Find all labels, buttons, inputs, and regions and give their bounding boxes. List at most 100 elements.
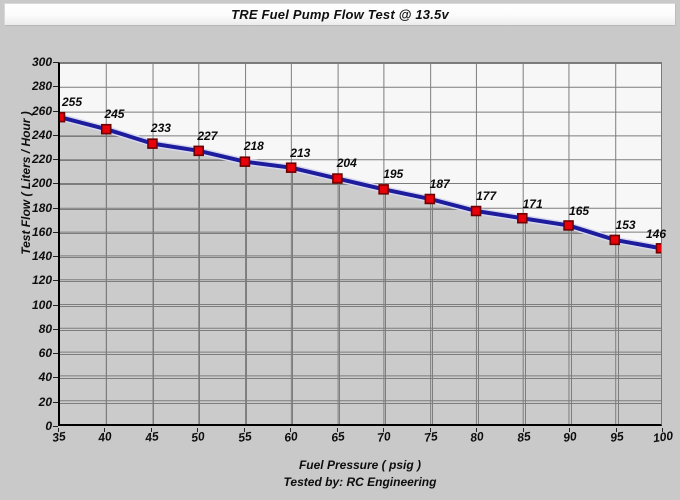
gridline-horizontal (60, 233, 661, 234)
y-axis-tick-label: 160 (31, 224, 52, 239)
y-axis-tick-mark (53, 280, 58, 281)
x-axis-tick-label: 90 (562, 429, 578, 445)
x-axis-tick-label: 45 (144, 429, 160, 445)
y-axis-tick-label: 260 (31, 103, 52, 118)
y-axis-tick-mark (53, 305, 58, 306)
data-point-marker[interactable] (517, 212, 528, 224)
y-axis-tick-mark (53, 353, 58, 354)
x-axis-tick-label: 60 (283, 429, 299, 445)
data-point-marker[interactable] (563, 220, 574, 231)
y-axis-tick-label: 120 (31, 273, 52, 288)
data-point-marker[interactable] (285, 162, 297, 173)
x-axis-tick-label: 35 (51, 429, 67, 445)
y-axis-tick-label: 280 (31, 79, 52, 94)
y-axis-tick-mark (53, 159, 58, 160)
data-point-marker[interactable] (147, 138, 158, 149)
y-axis-tick-mark (53, 62, 58, 63)
y-axis-tick-mark (53, 329, 58, 330)
y-axis-tick-mark (53, 86, 58, 87)
y-axis-tick-label: 180 (31, 200, 52, 215)
gridline-horizontal (60, 330, 661, 331)
gridlines-overlay (60, 63, 661, 424)
y-axis-tick-mark (53, 426, 58, 427)
y-axis-tick-mark (53, 402, 58, 403)
series-line (60, 115, 661, 251)
x-axis-tick-mark (104, 428, 105, 432)
gridline-horizontal (60, 403, 661, 404)
y-axis-tick-mark (53, 377, 58, 378)
gridline-vertical (199, 63, 200, 424)
chart-title-bar: TRE Fuel Pump Flow Test @ 13.5v (4, 3, 676, 26)
gridline-horizontal (60, 306, 661, 307)
gridline-horizontal (60, 281, 661, 282)
x-axis-tick-mark (244, 428, 245, 432)
page-title: TRE Fuel Pump Flow Test @ 13.5v (231, 7, 449, 22)
x-axis-tick-mark (290, 428, 291, 432)
gridline-vertical (432, 63, 433, 424)
y-axis-tick-mark (53, 135, 58, 136)
y-axis-tick-mark (53, 208, 58, 209)
x-axis-tick-label: 85 (515, 429, 532, 445)
y-axis-tick-label: 0 (45, 419, 52, 433)
x-axis-tick-label: 70 (376, 429, 392, 445)
x-axis-tick-label: 100 (652, 428, 674, 446)
x-axis-tick-mark (569, 428, 570, 432)
y-axis-tick-mark (53, 232, 58, 233)
x-axis-tick-label: 75 (423, 429, 439, 445)
y-axis-tick-label: 200 (31, 176, 52, 191)
data-point-marker[interactable] (100, 123, 112, 135)
data-point-marker[interactable] (193, 145, 204, 157)
gridline-vertical (339, 63, 340, 424)
x-axis-tick-mark (383, 428, 384, 432)
data-series-line (60, 63, 661, 424)
x-axis-tick-label: 55 (237, 429, 253, 445)
data-point-marker[interactable] (239, 156, 251, 167)
y-axis-tick-marks (0, 62, 58, 427)
data-point-marker[interactable] (609, 234, 621, 246)
x-axis-tick-mark (430, 428, 431, 432)
x-axis-tick-mark (337, 428, 338, 432)
gridline-vertical (571, 63, 572, 424)
gridline-vertical (525, 63, 526, 424)
y-axis-tick-label: 40 (38, 370, 52, 385)
y-axis-tick-label: 300 (31, 55, 52, 69)
x-axis-tick-mark (662, 428, 663, 432)
x-axis-tick-label: 50 (190, 429, 206, 445)
gridline-horizontal (60, 257, 661, 258)
gridline-vertical (385, 63, 386, 424)
gridline-vertical (246, 63, 247, 424)
x-axis-tick-label: 40 (97, 429, 114, 445)
x-axis-tick-label: 80 (469, 429, 485, 445)
y-axis-tick-mark (53, 111, 58, 112)
x-axis-tick-mark (476, 428, 477, 432)
x-axis-tick-labels: 35 40 45 50 55 60 65 70 75 80 85 90 95 100 (0, 428, 680, 454)
data-point-marker[interactable] (378, 184, 389, 195)
y-axis-tick-mark (53, 183, 58, 184)
x-axis-tick-label: 95 (608, 429, 625, 445)
gridline-horizontal (60, 209, 661, 210)
data-point-marker[interactable] (470, 205, 482, 217)
y-axis-tick-label: 100 (31, 297, 52, 312)
y-axis-tick-labels: 0 20 40 60 80 100 120 140 160 180 200 220 240 260 280 3… (0, 55, 52, 433)
x-axis-subtitle: Tested by: RC Engineering (283, 475, 437, 489)
plot-area (58, 62, 662, 426)
x-axis-title: Fuel Pressure ( psig ) (298, 458, 422, 472)
y-axis-tick-mark (53, 256, 58, 257)
data-point-marker[interactable] (655, 243, 661, 254)
y-axis-tick-label: 220 (31, 152, 52, 167)
x-axis-tick-mark (58, 428, 59, 432)
y-axis-tick-label: 60 (38, 346, 52, 361)
gridline-vertical (478, 63, 479, 424)
y-axis-tick-label: 80 (38, 321, 52, 336)
area-fill-above-line (60, 63, 661, 249)
x-axis-tick-mark (616, 428, 617, 432)
y-axis-tick-label: 240 (31, 127, 52, 142)
data-point-marker[interactable] (332, 173, 343, 184)
data-point-marker[interactable] (424, 193, 436, 205)
x-axis-tick-label: 65 (330, 429, 346, 445)
gridline-horizontal (60, 354, 661, 355)
y-axis-tick-label: 140 (31, 249, 52, 264)
data-point-marker[interactable] (60, 111, 66, 123)
chart-area: Test Flow ( Liters / Hour ) 0 20 40 60 80 100… (0, 26, 680, 500)
x-axis-tick-mark (151, 428, 152, 432)
